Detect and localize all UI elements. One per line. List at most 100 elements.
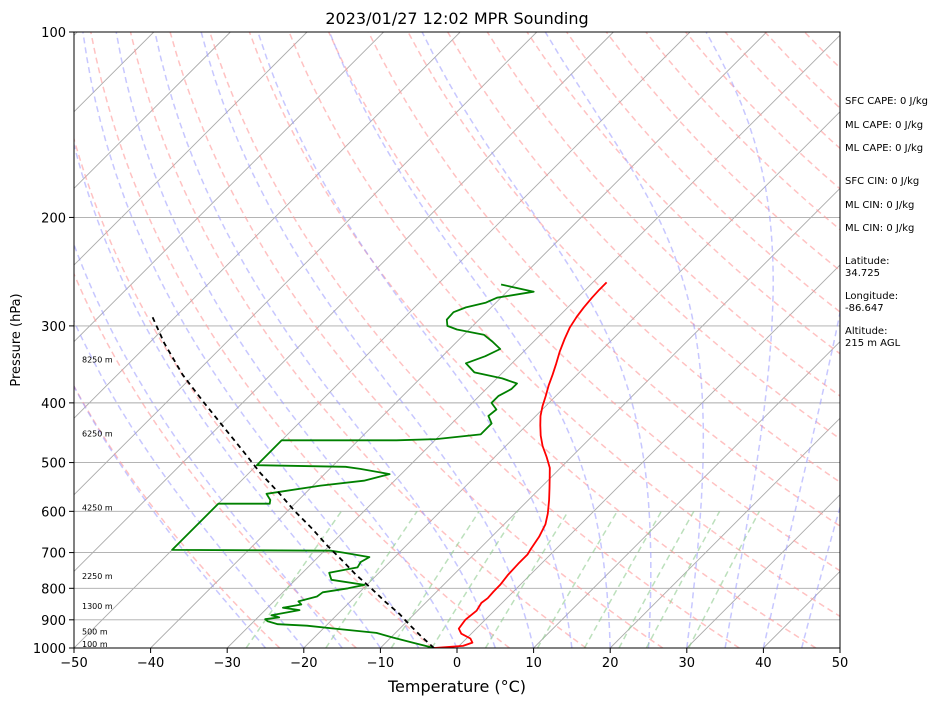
dry-adiabat-line [328, 32, 840, 572]
x-tick-label: −20 [290, 656, 317, 671]
y-tick-label: 200 [41, 211, 66, 226]
mixing-ratio-line [688, 510, 761, 648]
moist-adiabat-line [762, 309, 840, 648]
moist-adiabat-line [705, 32, 774, 648]
y-tick-label: 900 [41, 614, 66, 629]
isotherm-line [226, 34, 840, 648]
longitude-label: Longitude: [845, 291, 898, 302]
dry-adiabat-line [367, 32, 840, 528]
mixing-ratio-line [431, 510, 519, 648]
moist-adiabat-line [544, 32, 705, 648]
mixing-ratio-line [583, 510, 663, 648]
dry-adiabat-line [74, 136, 434, 648]
dry-adiabat-line [209, 32, 740, 648]
side-panel: SFC CAPE: 0 J/kg ML CAPE: 0 J/kg ML CAPE… [845, 96, 928, 349]
height-annotation: 2250 m [82, 572, 113, 581]
isotherm-line [150, 32, 767, 648]
plot-frame [73, 31, 841, 649]
dry-adiabat-line [526, 32, 840, 355]
moist-adiabat-line [82, 32, 420, 648]
dry-adiabat-line [447, 32, 840, 440]
y-tick-label: 400 [41, 397, 66, 412]
x-tick-label: 30 [679, 656, 696, 671]
isotherm-line [74, 32, 614, 573]
isotherm-line [74, 32, 308, 266]
y-tick-label: 700 [41, 547, 66, 562]
y-tick-label: 100 [41, 26, 66, 41]
x-tick-label: 50 [832, 656, 849, 671]
temperature-line [433, 281, 608, 648]
x-tick-label: 20 [602, 656, 619, 671]
isotherm-line [74, 32, 384, 343]
sfc-cape: SFC CAPE: 0 J/kg [845, 96, 928, 107]
longitude-value: -86.647 [845, 303, 884, 314]
altitude-value: 215 m AGL [845, 338, 901, 349]
moist-adiabat-line [154, 32, 497, 648]
height-annotations: 100 m 500 m 1300 m 2250 m 4250 m 6250 m 8250 m [82, 355, 113, 649]
y-tick-label: 800 [41, 582, 66, 597]
altitude-label: Altitude: [845, 326, 887, 337]
dry-adiabat-line [90, 32, 510, 648]
height-annotation: 1300 m [82, 602, 113, 611]
dry-adiabat-line [129, 32, 587, 648]
moist-adiabat-line [115, 32, 458, 648]
ml-cape-1: ML CAPE: 0 J/kg [845, 120, 923, 131]
mixing-ratio-line [390, 510, 480, 648]
isotherm-line [686, 494, 840, 648]
x-tick-label: −40 [137, 656, 164, 671]
y-axis-label: Pressure (hPa) [9, 293, 24, 386]
axes: −50 −40 −30 −20 −10 0 10 20 30 40 50 1000 900 800 700 6… [33, 26, 848, 671]
dry-adiabat-line [288, 32, 840, 618]
moist-adiabat-line [257, 32, 573, 648]
series-layer [151, 281, 608, 648]
x-tick-label: −50 [60, 656, 87, 671]
isotherm-line [533, 340, 840, 648]
mixing-ratio-line [645, 510, 721, 648]
isotherm-line [74, 32, 461, 419]
y-tick-label: 500 [41, 457, 66, 472]
dry-adiabat-line [74, 272, 357, 648]
parcel-line [151, 316, 435, 648]
mixing-ratio-line [618, 510, 695, 648]
y-tick-label: 300 [41, 320, 66, 335]
mixing-ratio-line [536, 510, 618, 648]
moist-adiabat-line [74, 384, 267, 648]
x-tick-label: −10 [367, 656, 394, 671]
moist-adiabat-line [74, 142, 382, 648]
moist-adiabat-line [421, 32, 652, 648]
ml-cin-1: ML CIN: 0 J/kg [845, 200, 914, 211]
latitude-label: Latitude: [845, 256, 890, 267]
isotherm-line [0, 32, 1, 648]
height-annotation: 4250 m [82, 503, 113, 512]
ml-cin-2: ML CIN: 0 J/kg [845, 223, 914, 234]
dry-adiabat-line [565, 32, 840, 313]
height-annotation: 8250 m [82, 355, 113, 364]
x-tick-label: 40 [755, 656, 772, 671]
dry-adiabat-line [248, 32, 817, 648]
height-annotation: 500 m [82, 628, 108, 637]
sfc-cin: SFC CIN: 0 J/kg [845, 176, 919, 187]
x-tick-label: −30 [213, 656, 240, 671]
x-axis-label: Temperature (°C) [387, 677, 526, 696]
dry-adiabat-line [407, 32, 840, 484]
dry-adiabat-line [74, 384, 281, 648]
x-tick-label: 10 [525, 656, 542, 671]
dry-adiabat-line [486, 32, 840, 397]
moist-adiabat-line [328, 32, 611, 648]
x-tick-label: 0 [453, 656, 461, 671]
isotherm-line [74, 32, 538, 496]
moist-adiabat-line [200, 32, 535, 648]
background-lines [0, 32, 840, 648]
moist-adiabat-line [800, 504, 840, 648]
dewpoint-line [171, 283, 535, 648]
height-annotation: 100 m [82, 640, 108, 649]
latitude-value: 34.725 [845, 268, 880, 279]
isotherm-line [609, 417, 840, 648]
y-tick-label: 600 [41, 505, 66, 520]
isotherm-line [303, 111, 840, 648]
height-annotation: 6250 m [82, 429, 113, 438]
y-tick-label: 1000 [33, 642, 66, 657]
moist-adiabat-line [74, 242, 343, 648]
mixing-ratio-line [484, 510, 569, 648]
